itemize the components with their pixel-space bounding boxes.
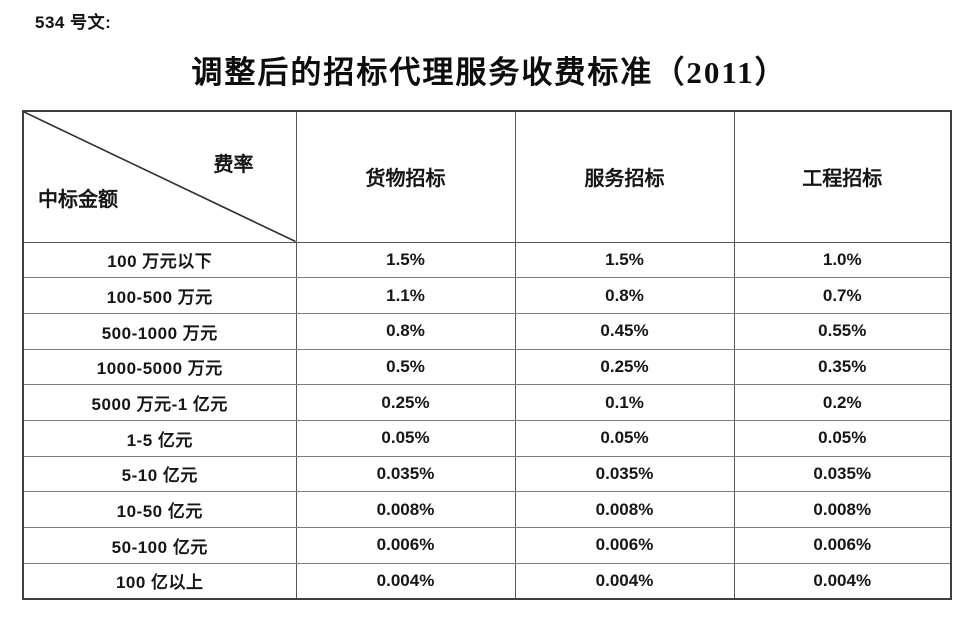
row-label: 100-500 万元	[22, 277, 297, 314]
row-label: 100 亿以上	[22, 562, 297, 600]
rate-cell: 0.006%	[514, 527, 735, 564]
page-title: 调整后的招标代理服务收费标准（2011）	[191, 55, 788, 90]
rate-cell: 0.25%	[514, 348, 735, 386]
table-body: 100 万元以下 1.5% 1.5% 1.0% 100-500 万元 1.1% 0.8% 0.…	[22, 241, 952, 600]
table-row: 1-5 亿元 0.05% 0.05% 0.05%	[22, 419, 952, 457]
corner-header-cell: 费率 中标金额	[22, 110, 297, 243]
row-label: 5-10 亿元	[22, 455, 297, 493]
row-label: 100 万元以下	[22, 241, 297, 279]
rate-cell: 0.008%	[295, 491, 516, 528]
rate-cell: 0.2%	[733, 384, 952, 421]
table-row: 100 万元以下 1.5% 1.5% 1.0%	[22, 241, 952, 279]
row-label: 10-50 亿元	[22, 491, 297, 528]
diagonal-line	[24, 112, 295, 241]
corner-label-amount: 中标金额	[38, 189, 118, 211]
rate-cell: 0.035%	[733, 455, 952, 493]
table-row: 100-500 万元 1.1% 0.8% 0.7%	[22, 277, 952, 314]
column-header-services: 服务招标	[514, 110, 735, 243]
rate-cell: 1.0%	[733, 241, 952, 279]
header-row: 费率 中标金额 货物招标 服务招标 工程招标	[22, 110, 952, 243]
rate-cell: 0.5%	[295, 348, 516, 386]
table-row: 500-1000 万元 0.8% 0.45% 0.55%	[22, 312, 952, 350]
row-label: 500-1000 万元	[22, 312, 297, 350]
rate-cell: 0.004%	[733, 562, 952, 600]
rate-cell: 0.7%	[733, 277, 952, 314]
row-label: 5000 万元-1 亿元	[22, 384, 297, 421]
column-header-engineering: 工程招标	[733, 110, 952, 243]
row-label: 1-5 亿元	[22, 419, 297, 457]
row-label: 1000-5000 万元	[22, 348, 297, 386]
rate-cell: 0.25%	[295, 384, 516, 421]
table-row: 10-50 亿元 0.008% 0.008% 0.008%	[22, 491, 952, 528]
rate-cell: 0.035%	[514, 455, 735, 493]
table-row: 100 亿以上 0.004% 0.004% 0.004%	[22, 562, 952, 600]
rate-cell: 0.008%	[514, 491, 735, 528]
table-row: 50-100 亿元 0.006% 0.006% 0.006%	[22, 527, 952, 564]
rate-cell: 0.006%	[733, 527, 952, 564]
rate-cell: 1.1%	[295, 277, 516, 314]
row-label: 50-100 亿元	[22, 527, 297, 564]
rate-cell: 1.5%	[295, 241, 516, 279]
table-row: 5-10 亿元 0.035% 0.035% 0.035%	[22, 455, 952, 493]
corner-label-rate: 费率	[213, 154, 254, 176]
rate-cell: 0.45%	[514, 312, 735, 350]
rate-cell: 0.55%	[733, 312, 952, 350]
rate-cell: 0.8%	[295, 312, 516, 350]
rate-cell: 1.5%	[514, 241, 735, 279]
rate-cell: 0.004%	[514, 562, 735, 600]
fee-table: 费率 中标金额 货物招标 服务招标 工程招标 100 万元以下 1.5% 1.5% 1…	[22, 110, 952, 600]
rate-cell: 0.035%	[295, 455, 516, 493]
rate-cell: 0.8%	[514, 277, 735, 314]
table-row: 1000-5000 万元 0.5% 0.25% 0.35%	[22, 348, 952, 386]
column-header-goods: 货物招标	[295, 110, 516, 243]
table-row: 5000 万元-1 亿元 0.25% 0.1% 0.2%	[22, 384, 952, 421]
rate-cell: 0.05%	[514, 419, 735, 457]
rate-cell: 0.05%	[733, 419, 952, 457]
rate-cell: 0.35%	[733, 348, 952, 386]
rate-cell: 0.1%	[514, 384, 735, 421]
rate-cell: 0.008%	[733, 491, 952, 528]
rate-cell: 0.004%	[295, 562, 516, 600]
doc-number: 534 号文:	[35, 13, 112, 32]
rate-cell: 0.006%	[295, 527, 516, 564]
rate-cell: 0.05%	[295, 419, 516, 457]
